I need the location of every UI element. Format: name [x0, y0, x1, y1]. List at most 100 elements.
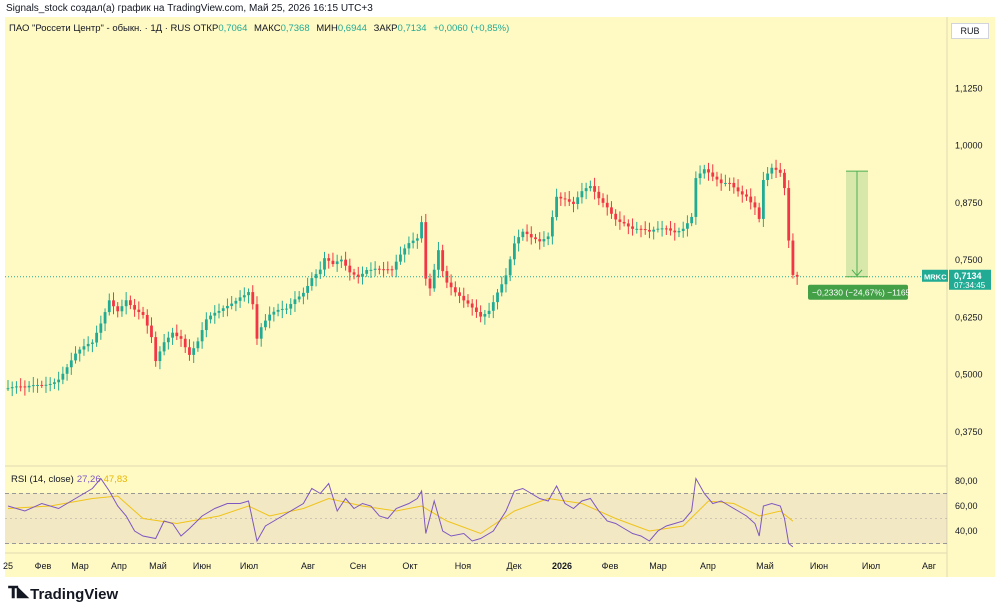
candle-body	[403, 248, 407, 255]
candle-body	[44, 384, 48, 386]
candle-body	[698, 173, 702, 179]
candle-body	[622, 221, 626, 224]
candle-body	[272, 311, 276, 315]
candle-body	[479, 311, 483, 317]
candle-body	[179, 336, 183, 339]
time-tick-label: Июл	[240, 561, 258, 571]
candle-body	[120, 306, 124, 312]
price-tick-label: 0,7500	[955, 255, 983, 265]
candle-body	[204, 319, 208, 331]
tradingview-logo-icon: 𝐓◣	[8, 585, 29, 602]
candle-body	[550, 217, 554, 237]
legend-close-label: ЗАКР	[373, 23, 398, 34]
candle-body	[618, 219, 622, 222]
candle-body	[386, 269, 390, 271]
candle-body	[753, 202, 757, 208]
candle-body	[352, 272, 356, 275]
candle-body	[648, 229, 651, 232]
candle-body	[774, 167, 778, 170]
candle-body	[27, 385, 31, 388]
legend-low-label: МИН	[316, 23, 338, 34]
candle-body	[761, 180, 765, 219]
time-tick-label: Май	[149, 561, 167, 571]
candle-body	[356, 274, 360, 277]
candle-body	[449, 282, 453, 288]
symbol-legend: ПАО "Россети Центр" - обыкн. · 1Д · RUS …	[9, 23, 509, 34]
price-range-label-bg	[808, 284, 908, 300]
candle-body	[192, 348, 196, 355]
candle-body	[791, 240, 795, 275]
candle-body	[538, 239, 542, 242]
candle-body	[736, 187, 740, 192]
candle-body	[40, 384, 44, 386]
candle-body	[745, 194, 748, 197]
rsi-line	[7, 476, 794, 548]
candle-body	[331, 260, 335, 265]
candle-body	[500, 284, 504, 293]
tradingview-logo[interactable]: 𝐓◣ TradingView	[8, 585, 118, 603]
candle-body	[314, 274, 318, 279]
candle-body	[15, 386, 18, 388]
candle-body	[344, 259, 347, 266]
last-price-countdown: 07:34:45	[954, 281, 986, 290]
price-tick-label: 1,1250	[955, 83, 983, 93]
candle-body	[382, 269, 385, 271]
candle-body	[234, 300, 238, 304]
candle-body	[411, 240, 415, 244]
time-tick-label: Июл	[862, 561, 880, 571]
candle-body	[377, 268, 381, 270]
rsi-tick-label: 40,00	[955, 526, 978, 536]
candle-body	[686, 223, 689, 229]
candle-body	[694, 178, 698, 217]
candle-body	[19, 386, 23, 388]
rsi-tick-label: 60,00	[955, 501, 978, 511]
candle-body	[521, 231, 525, 238]
candle-body	[310, 278, 314, 286]
candle-body	[116, 306, 120, 312]
candle-body	[394, 261, 398, 270]
legend-high-value: 0,7368	[280, 23, 310, 34]
candle-body	[626, 223, 630, 227]
time-tick-label: Май	[756, 561, 774, 571]
candle-body	[6, 388, 10, 390]
candle-body	[559, 196, 563, 199]
candle-body	[230, 303, 234, 306]
legend-close-value: 0,7134	[397, 23, 427, 34]
candle-body	[441, 250, 445, 272]
candle-body	[681, 228, 685, 232]
time-tick-label: Апр	[700, 561, 716, 571]
candle-body	[31, 385, 35, 387]
candle-body	[428, 278, 432, 289]
candle-body	[475, 307, 478, 312]
price-tick-label: 0,3750	[955, 427, 983, 437]
candle-body	[740, 191, 744, 195]
candle-body	[601, 198, 605, 203]
candle-body	[348, 265, 352, 273]
time-tick-label: Авг	[922, 561, 937, 571]
candle-body	[302, 292, 305, 297]
candle-body	[53, 382, 56, 384]
candle-body	[643, 229, 647, 231]
candle-body	[504, 275, 508, 285]
candle-body	[264, 320, 267, 328]
candle-body	[517, 237, 521, 244]
candle-body	[128, 300, 132, 306]
candle-body	[361, 273, 364, 277]
candle-body	[175, 332, 179, 337]
candle-body	[415, 238, 419, 241]
candle-body	[702, 169, 706, 174]
time-tick-label: 25	[3, 561, 13, 571]
candle-body	[487, 310, 491, 315]
candle-body	[588, 186, 592, 189]
candle-body	[369, 269, 373, 271]
candle-body	[91, 342, 94, 344]
rsi-ma-line	[7, 495, 794, 535]
candle-body	[462, 295, 466, 301]
currency-button[interactable]: RUB	[951, 23, 989, 39]
candle-body	[69, 360, 73, 368]
candle-body	[424, 222, 428, 279]
candle-body	[483, 314, 487, 317]
time-tick-label: Дек	[506, 561, 521, 571]
candle-body	[513, 243, 516, 260]
